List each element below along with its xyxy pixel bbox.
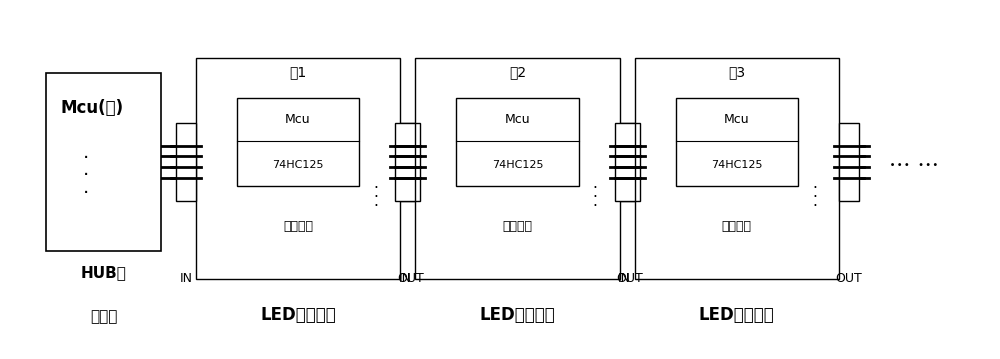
Text: HUB板: HUB板 [81,265,127,280]
Bar [395,122,415,201]
Text: IN: IN [179,272,192,285]
Text: ·: · [812,199,817,214]
Bar [620,122,640,201]
Bar [415,59,620,279]
Text: Mcu: Mcu [285,113,311,126]
Text: 74HC125: 74HC125 [492,160,543,170]
Bar [839,122,859,201]
Bar [615,122,635,201]
Text: IN: IN [399,272,412,285]
Text: ·: · [593,181,598,196]
Text: 智能模块: 智能模块 [502,220,532,233]
Text: IN: IN [618,272,631,285]
Text: 74HC125: 74HC125 [272,160,324,170]
Bar [196,59,400,279]
Text: 74HC125: 74HC125 [711,160,763,170]
Text: ·: · [373,181,378,196]
Text: ·: · [812,190,817,205]
Text: ·: · [83,167,90,186]
Text: 智能模块: 智能模块 [722,220,752,233]
Text: OUT: OUT [616,272,643,285]
Bar [237,98,359,186]
Text: ·: · [812,181,817,196]
Text: Mcu: Mcu [505,113,530,126]
Text: ·: · [593,199,598,214]
Bar [400,122,420,201]
Text: ·: · [373,190,378,205]
Bar [676,98,798,186]
Text: 智能模块: 智能模块 [283,220,313,233]
Text: OUT: OUT [836,272,862,285]
Text: ·: · [593,190,598,205]
Text: ... ...: ... ... [889,149,939,171]
Text: LED显示模组: LED显示模组 [480,306,555,324]
Text: LED显示模组: LED显示模组 [260,306,336,324]
Text: OUT: OUT [397,272,424,285]
Text: LED显示模组: LED显示模组 [699,306,775,324]
Bar [635,59,839,279]
Bar [456,98,579,186]
Text: ·: · [83,184,90,203]
Text: ·: · [83,149,90,168]
Bar [176,122,196,201]
Text: 丰2: 丰2 [509,66,526,80]
Text: 丰1: 丰1 [289,66,307,80]
Text: 丰3: 丰3 [728,66,745,80]
Text: 接收卡: 接收卡 [90,309,117,325]
Text: ·: · [373,199,378,214]
Text: Mcu(主): Mcu(主) [60,99,123,117]
Text: Mcu: Mcu [724,113,750,126]
Bar [46,73,161,251]
